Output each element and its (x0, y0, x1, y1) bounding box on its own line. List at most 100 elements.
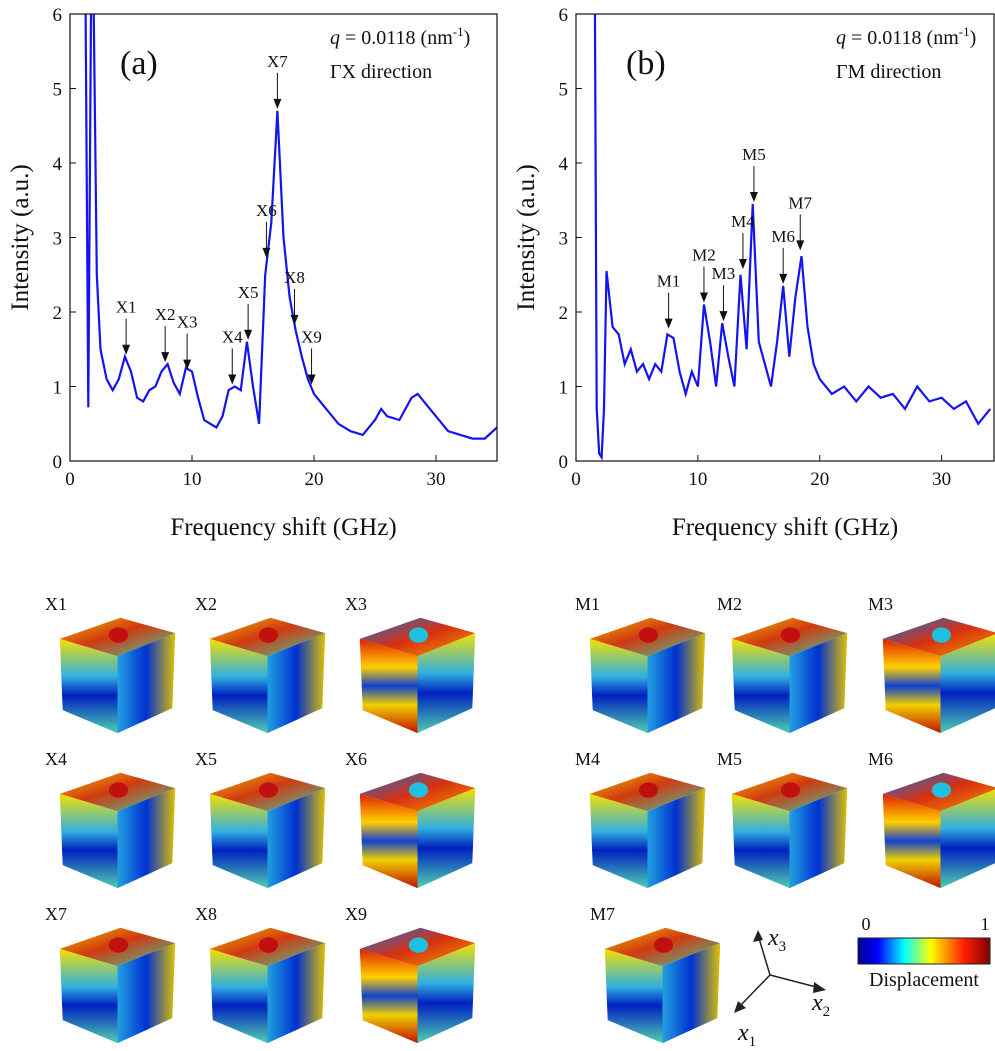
y-tick-label: 3 (559, 229, 569, 250)
axis-symbol: x (811, 990, 823, 1016)
y-tick-label: 6 (559, 5, 569, 26)
y-tick-label: 4 (559, 154, 569, 175)
colorbar (857, 937, 991, 965)
mode-cube (59, 617, 176, 734)
x-tick-label: 0 (65, 469, 75, 490)
y-tick-label: 0 (559, 452, 569, 473)
mode-cube (59, 772, 176, 889)
annotation-label: X7 (267, 52, 288, 71)
mode-cube (604, 927, 721, 1044)
mode-cube (209, 772, 326, 889)
q-symbol: q (836, 27, 846, 49)
triad-label: x2 (811, 990, 830, 1020)
q-close: ) (970, 27, 977, 49)
arrow-head (307, 374, 316, 385)
panel-label: (a) (120, 45, 158, 82)
annotation-label: M7 (788, 193, 812, 212)
colorbar-max: 1 (981, 914, 990, 934)
arrow-head (664, 318, 673, 329)
arrow-head (273, 98, 282, 109)
direction-label: ΓM direction (836, 61, 941, 83)
plot-frame (575, 13, 995, 462)
chart-panel: 0 1 2 3 4 5 6 0 10 20 30 Frequency shift (GHz) Inten… (7, 5, 498, 541)
arrow-head (161, 352, 170, 363)
y-tick-label: 4 (53, 154, 63, 175)
annotation-label: X1 (116, 298, 137, 317)
axis-sub: 2 (823, 1004, 831, 1020)
mode-cube (589, 772, 706, 889)
mode-shapes: X1 X2 X3 X4 X5 X6 X7 X8 X9 M1 M2 M3 M4 M5 M6 M7 (45, 594, 995, 1044)
q-label: q = 0.0118 (nm-1) (836, 24, 976, 49)
x-tick-label: 20 (305, 469, 324, 490)
axis-sub: 1 (749, 1034, 757, 1050)
y-axis-label: Intensity (a.u.) (7, 164, 34, 310)
x-tick-label: 30 (932, 469, 951, 490)
mode-cube (359, 617, 476, 734)
plot-frame (69, 13, 498, 462)
mode-cube (589, 617, 706, 734)
arrow-head (262, 247, 271, 258)
spectrum-line (593, 14, 992, 461)
y-tick-label: 2 (53, 303, 63, 324)
arrow-head (719, 311, 728, 322)
mode-cube (209, 927, 326, 1044)
y-tick-label: 2 (559, 303, 569, 324)
x-axis-label: Frequency shift (GHz) (672, 514, 898, 541)
arrow-head (290, 314, 299, 325)
y-axis-label: Intensity (a.u.) (513, 164, 540, 310)
y-tick-label: 6 (53, 5, 63, 26)
x-tick-label: 10 (688, 469, 707, 490)
panel-label: (b) (626, 45, 666, 82)
arrow-head (228, 374, 237, 385)
direction-label: ΓX direction (330, 61, 432, 83)
triad-label: x3 (767, 925, 786, 955)
spectrum-line (84, 14, 497, 440)
mode-cube (59, 927, 176, 1044)
annotation-label: M3 (712, 264, 736, 283)
annotation-label: X3 (177, 313, 198, 332)
annotation-label: X6 (256, 201, 277, 220)
y-tick-label: 3 (53, 229, 63, 250)
annotation-label: X2 (155, 305, 176, 324)
mode-label: M5 (717, 749, 742, 769)
mode-label: X4 (45, 749, 67, 769)
x-tick-label: 10 (183, 469, 202, 490)
axis-symbol: x (767, 925, 779, 951)
mode-cube (731, 617, 848, 734)
mode-label: X6 (345, 749, 367, 769)
colorbar-title: Displacement (869, 969, 979, 991)
annotation-label: X8 (284, 268, 305, 287)
x-axis-label: Frequency shift (GHz) (170, 514, 396, 541)
mode-label: M1 (575, 594, 600, 614)
arrow-head (796, 240, 805, 251)
y-tick-label: 0 (53, 452, 63, 473)
annotation-label: X4 (222, 328, 243, 347)
annotation-label: M6 (771, 227, 795, 246)
arrow-head (749, 191, 758, 202)
mode-label: M7 (590, 904, 615, 924)
mode-cube (882, 617, 995, 734)
axis-symbol: x (737, 1020, 749, 1046)
mode-cube (209, 617, 326, 734)
mode-label: M2 (717, 594, 742, 614)
y-tick-label: 5 (53, 80, 63, 101)
mode-cube (731, 772, 848, 889)
mode-label: M3 (868, 594, 893, 614)
q-sup: -1 (453, 24, 464, 39)
arrow-head (183, 359, 192, 370)
x-tick-label: 0 (571, 469, 581, 490)
mode-label: X7 (45, 904, 67, 924)
annotation-label: M2 (692, 246, 716, 265)
y-tick-label: 5 (559, 80, 569, 101)
mode-label: X8 (195, 904, 217, 924)
annotation-label: M4 (731, 212, 755, 231)
y-tick-label: 1 (559, 378, 569, 399)
q-value: = 0.0118 (nm (846, 27, 959, 49)
annotation-label: M5 (742, 145, 766, 164)
mode-label: M6 (868, 749, 893, 769)
mode-cube (359, 772, 476, 889)
annotation-label: X5 (238, 283, 259, 302)
arrow-head (244, 329, 253, 340)
mode-label: M4 (575, 749, 600, 769)
